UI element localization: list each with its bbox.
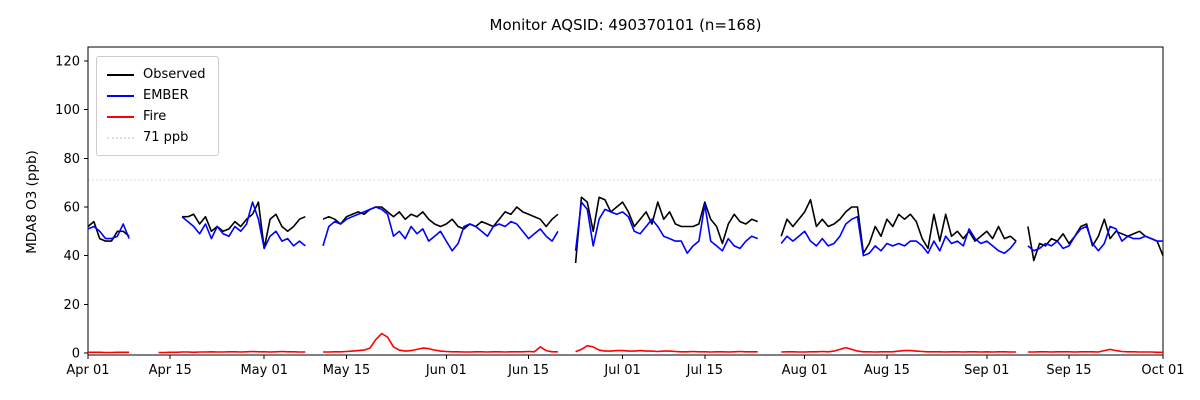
x-tick-label: Jul 15 (686, 363, 723, 378)
legend-label: EMBER (143, 88, 189, 103)
fire-line-swatch (107, 115, 134, 118)
legend-label: Observed (143, 67, 206, 82)
y-tick-label: 20 (63, 298, 80, 313)
threshold-line-swatch (107, 136, 134, 139)
x-tick-label: Jul 01 (603, 363, 640, 378)
x-tick-label: Sep 01 (964, 363, 1009, 378)
x-tick-label: Aug 15 (864, 363, 910, 378)
y-tick-label: 60 (63, 201, 80, 216)
legend-label: Fire (143, 109, 167, 124)
chart-title: Monitor AQSID: 490370101 (n=168) (489, 16, 762, 34)
x-tick-label: Apr 15 (149, 363, 192, 378)
fire-line (88, 332, 1163, 354)
x-tick-label: Aug 01 (782, 363, 828, 378)
y-tick-label: 120 (55, 55, 80, 70)
x-tick-label: Jun 15 (507, 363, 549, 378)
ember-line-swatch (107, 94, 134, 97)
x-tick-label: Sep 15 (1046, 363, 1091, 378)
x-tick-label: Oct 01 (1141, 363, 1184, 378)
observed-line-swatch (107, 73, 134, 76)
legend-item-ember: EMBER (107, 85, 206, 106)
y-tick-label: 80 (63, 152, 80, 167)
x-tick-label: May 15 (323, 363, 371, 378)
legend-item-fire: Fire (107, 106, 206, 127)
x-tick-label: Jun 01 (425, 363, 467, 378)
legend-item-observed: Observed (107, 64, 206, 85)
y-tick-label: 0 (72, 347, 80, 362)
legend-label: 71 ppb (143, 130, 189, 145)
y-tick-label: 100 (55, 103, 80, 118)
legend: Observed EMBER Fire 71 ppb (96, 56, 219, 156)
observed-line (87, 196, 1164, 264)
x-tick-label: May 01 (240, 363, 288, 378)
axes-border (87, 46, 1164, 356)
x-tick-label: Apr 01 (66, 363, 109, 378)
ember-line (87, 201, 1163, 257)
y-tick-label: 40 (63, 249, 80, 264)
legend-item-threshold: 71 ppb (107, 127, 206, 148)
